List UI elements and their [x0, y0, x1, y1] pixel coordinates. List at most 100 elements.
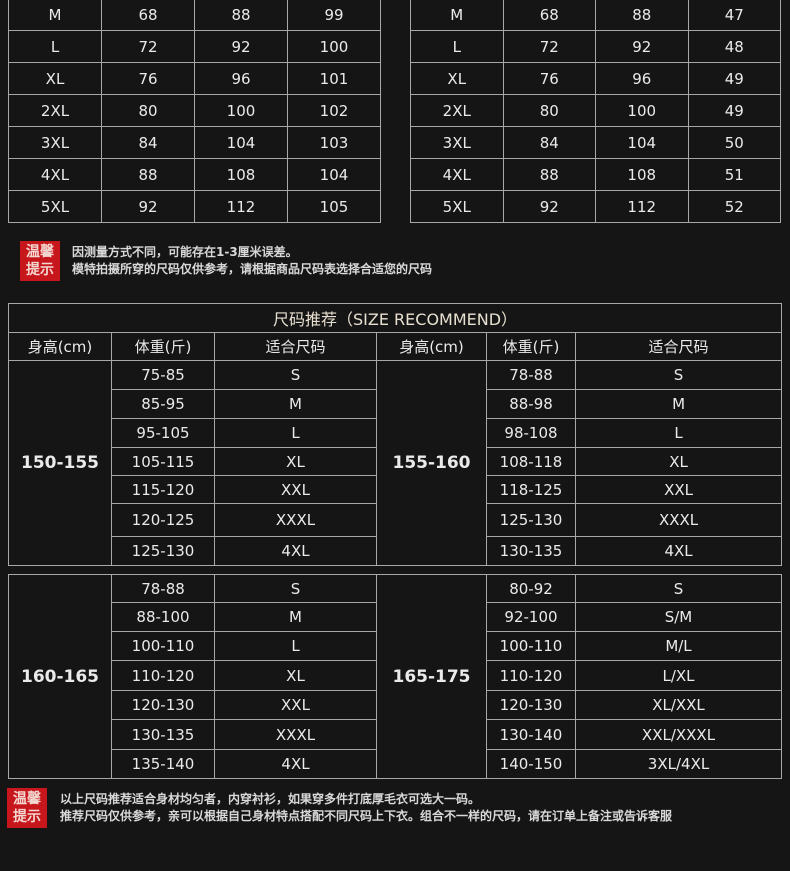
table-cell: 88-98	[486, 389, 576, 419]
table-cell: 4XL	[214, 536, 377, 566]
table-cell: 体重(斤)	[486, 332, 576, 361]
table-cell: L	[8, 30, 102, 63]
recommend-title: 尺码推荐（SIZE RECOMMEND）	[7, 303, 783, 333]
table-cell: 130-140	[486, 719, 576, 750]
table-cell: 88-100	[111, 602, 215, 632]
table-cell: 155-160	[376, 360, 487, 566]
table-cell: S/M	[575, 602, 782, 632]
table-row: 135-140 4XL 140-150 3XL/4XL	[9, 749, 782, 779]
table-cell: XXXL	[574, 503, 783, 537]
table-cell: 78-88	[111, 574, 215, 603]
table-cell: 120-125	[111, 503, 215, 537]
table-cell: 92	[101, 190, 195, 223]
table-cell: XL/XXL	[575, 690, 782, 720]
table-cell: L	[214, 631, 377, 661]
table-row: 5XL 92 112 105	[8, 190, 381, 223]
table-cell: S	[214, 574, 377, 603]
table-cell: 76	[101, 62, 195, 95]
table-cell: 120-130	[486, 690, 576, 720]
table-cell: 92	[595, 30, 689, 63]
table-cell: XL	[574, 447, 783, 476]
table-cell: 88	[101, 158, 195, 191]
table-cell: 118-125	[486, 475, 576, 504]
table-cell: 100	[287, 30, 381, 63]
table-row: 130-135 XXXL 130-140 XXL/XXXL	[9, 719, 782, 750]
table-cell: M	[214, 602, 377, 632]
table-cell: XL	[214, 660, 377, 691]
table-cell: 112	[194, 190, 288, 223]
table-cell: 92-100	[486, 602, 576, 632]
table-cell: M/L	[575, 631, 782, 661]
table-cell: 140-150	[486, 749, 576, 779]
table-cell: 5XL	[410, 190, 504, 223]
table-cell: 92	[194, 30, 288, 63]
table-cell: 2XL	[410, 94, 504, 127]
table-cell: 100-110	[486, 631, 576, 661]
table-cell: XXL	[574, 475, 783, 504]
table-row: 120-125 XXXL 125-130 XXXL	[9, 503, 783, 537]
table-cell: 112	[595, 190, 689, 223]
table-row: 4XL 88 108 51	[410, 158, 781, 191]
table-cell: M	[214, 389, 377, 419]
table-cell: 105	[287, 190, 381, 223]
table-cell: XL	[410, 62, 504, 95]
table-cell: S	[575, 574, 782, 603]
tip-badge: 温馨提示	[7, 788, 47, 828]
table-cell: 100-110	[111, 631, 215, 661]
table-cell: 80-92	[486, 574, 576, 603]
tip-text: 以上尺码推荐适合身材均匀者，内穿衬衫，如果穿多件打底厚毛衣可选大一码。 推荐尺码…	[60, 791, 672, 825]
table-cell: 99	[287, 0, 381, 31]
table-row: 125-130 4XL 130-135 4XL	[9, 536, 783, 566]
table-cell: 115-120	[111, 475, 215, 504]
table-cell: 85-95	[111, 389, 215, 419]
table-cell: XXXL	[214, 719, 377, 750]
table-cell: 4XL	[410, 158, 504, 191]
table-row: 105-115 XL 108-118 XL	[9, 447, 783, 476]
table-row: 120-130 XXL 120-130 XL/XXL	[9, 690, 782, 720]
table-cell: 5XL	[8, 190, 102, 223]
table-row: 115-120 XXL 118-125 XXL	[9, 475, 783, 504]
table-row: 5XL 92 112 52	[410, 190, 781, 223]
table-cell: 48	[687, 30, 781, 63]
table-cell: 101	[287, 62, 381, 95]
table-row: M 68 88 47	[410, 0, 781, 31]
table-cell: 160-165	[8, 574, 112, 779]
table-cell: 110-120	[111, 660, 215, 691]
table-cell: M	[8, 0, 102, 31]
table-cell: 150-155	[8, 360, 112, 566]
table-cell: M	[574, 389, 783, 419]
table-cell: 95-105	[111, 418, 215, 448]
table-cell: XXL	[214, 475, 377, 504]
table-cell: L/XL	[575, 660, 782, 691]
table-cell: 3XL	[410, 126, 504, 159]
table-cell: 68	[101, 0, 195, 31]
table-cell: 2XL	[8, 94, 102, 127]
table-cell: 72	[101, 30, 195, 63]
table-row: XL 76 96 49	[410, 62, 781, 95]
recommend-table-2: 160-165 78-88 S 165-175 80-92 S 88-100 M 92-100 S…	[8, 574, 782, 779]
table-row: XL 76 96 101	[8, 62, 381, 95]
table-cell: M	[410, 0, 504, 31]
table-cell: 88	[194, 0, 288, 31]
table-row: 2XL 80 100 102	[8, 94, 381, 127]
table-cell: L	[410, 30, 504, 63]
table-cell: 78-88	[486, 360, 576, 390]
table-row: 100-110 L 100-110 M/L	[9, 631, 782, 661]
table-cell: 100	[194, 94, 288, 127]
tip-line: 模特拍摄所穿的尺码仅供参考，请根据商品尺码表选择合适您的尺码	[72, 262, 433, 276]
tip-line: 以上尺码推荐适合身材均匀者，内穿衬衫，如果穿多件打底厚毛衣可选大一码。	[60, 792, 481, 806]
table-cell: 适合尺码	[574, 332, 783, 361]
table-cell: 120-130	[111, 690, 215, 720]
table-cell: 76	[502, 62, 596, 95]
table-row: 150-155 75-85 S 155-160 78-88 S	[8, 360, 783, 566]
table-cell: XL	[8, 62, 102, 95]
table-cell: 50	[687, 126, 781, 159]
table-cell: 49	[687, 62, 781, 95]
table-row: L 72 92 48	[410, 30, 781, 63]
table-cell: 68	[502, 0, 596, 31]
table-row: 3XL 84 104 103	[8, 126, 381, 159]
tip-badge: 温馨提示	[20, 241, 60, 281]
table-cell: 165-175	[376, 574, 487, 779]
table-cell: 80	[502, 94, 596, 127]
table-cell: 96	[194, 62, 288, 95]
